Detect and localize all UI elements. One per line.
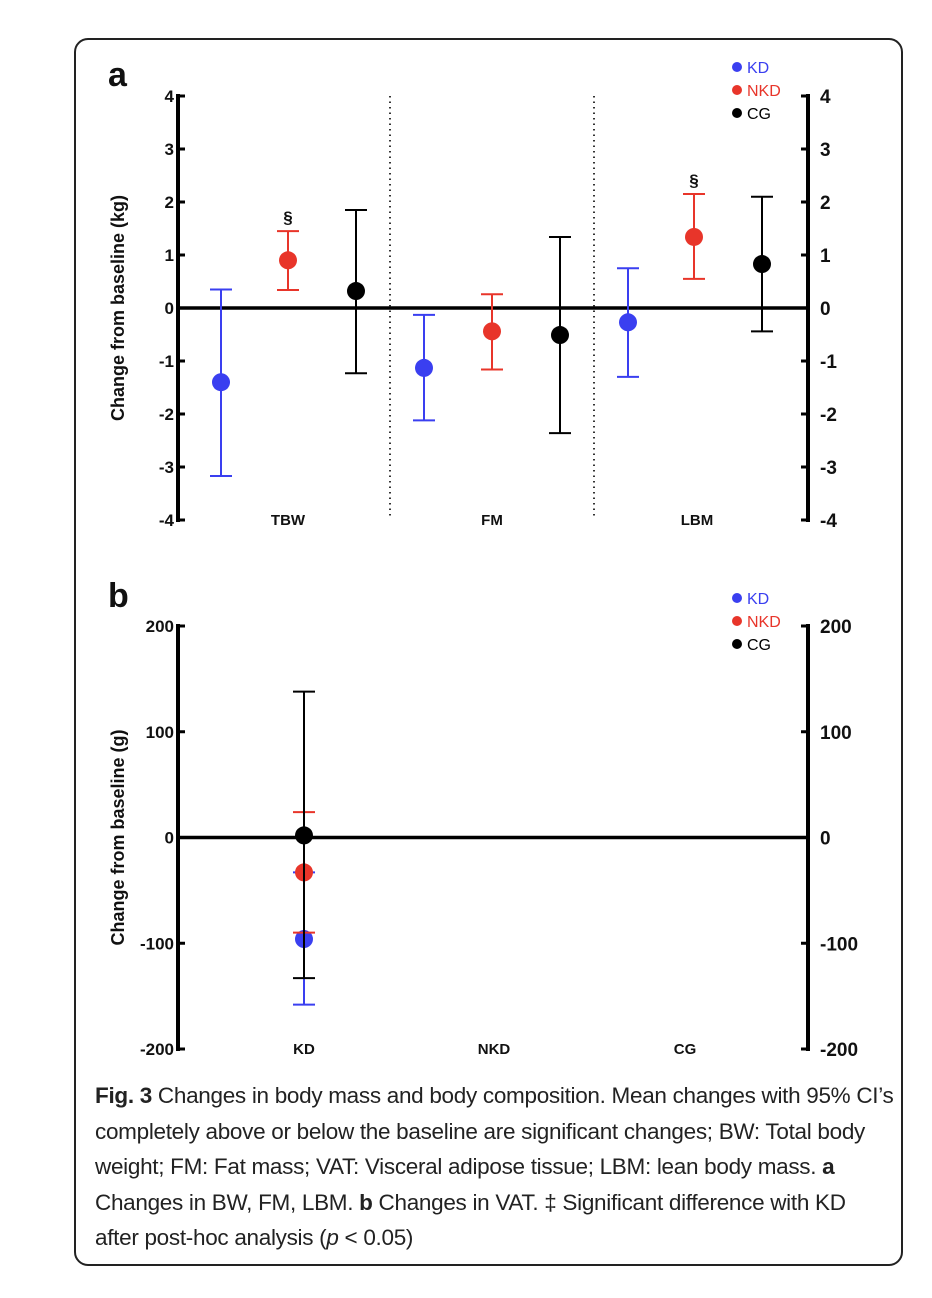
legend-marker-kd	[732, 593, 742, 603]
y-tick-label-right: 0	[820, 299, 831, 320]
panel-label: a	[108, 56, 128, 94]
caption-p: p	[326, 1225, 339, 1250]
category-label: TBW	[271, 512, 306, 529]
caption-text: Changes in BW, FM, LBM.	[95, 1189, 360, 1215]
mean-point-cg	[295, 826, 313, 845]
y-tick-label-right: 0	[820, 829, 831, 850]
mean-point-nkd	[685, 227, 703, 246]
category-label: KD	[293, 1041, 315, 1058]
y-tick-label-left: 100	[146, 723, 174, 742]
caption-panel-b-label: b	[359, 1189, 373, 1215]
caption-text: < 0.05)	[338, 1225, 414, 1250]
caption-panel-a-label: a	[822, 1154, 835, 1179]
y-tick-label-right: -200	[820, 1040, 858, 1061]
y-axis-title: Change from baseline (g)	[108, 729, 128, 945]
y-tick-label-left: 0	[165, 299, 174, 318]
y-tick-label-left: -4	[159, 511, 175, 530]
y-tick-label-right: 100	[820, 723, 852, 744]
category-label: LBM	[681, 512, 714, 529]
significance-marker: §	[689, 171, 698, 190]
mean-point-kd	[415, 358, 433, 377]
figure-caption: Fig. 3 Changes in body mass and body com…	[95, 1078, 895, 1256]
significance-marker: §	[283, 208, 292, 227]
legend-label-nkd: NKD	[747, 83, 781, 100]
y-tick-label-left: -3	[159, 458, 174, 477]
panel-label: b	[108, 577, 129, 615]
y-tick-label-left: 4	[165, 87, 175, 106]
mean-point-nkd	[279, 251, 297, 270]
category-label: NKD	[478, 1041, 511, 1058]
mean-point-nkd	[483, 322, 501, 341]
category-label: CG	[674, 1041, 697, 1058]
y-axis-title: Change from baseline (kg)	[108, 195, 128, 421]
legend-marker-cg	[732, 639, 742, 649]
y-tick-label-left: 1	[165, 246, 174, 265]
caption-text: Changes in body mass and body compositio…	[95, 1083, 894, 1179]
y-tick-label-right: 1	[820, 246, 831, 267]
y-tick-label-left: -1	[159, 352, 174, 371]
category-label: FM	[481, 512, 503, 529]
y-tick-label-left: -2	[159, 405, 174, 424]
y-tick-label-left: 3	[165, 140, 174, 159]
y-tick-label-right: -100	[820, 934, 858, 955]
y-tick-label-right: -2	[820, 405, 837, 426]
y-tick-label-right: 200	[820, 617, 852, 638]
y-tick-label-right: -4	[820, 511, 837, 532]
legend-marker-cg	[732, 108, 742, 118]
y-tick-label-right: -3	[820, 458, 837, 479]
legend-label-cg: CG	[747, 106, 771, 123]
figure-frame	[74, 38, 903, 1266]
y-tick-label-left: -200	[140, 1040, 174, 1059]
y-tick-label-right: -1	[820, 352, 837, 373]
mean-point-kd	[619, 313, 637, 332]
legend-label-nkd: NKD	[747, 614, 781, 631]
y-tick-label-left: 2	[165, 193, 174, 212]
legend-marker-nkd	[732, 616, 742, 626]
legend-marker-kd	[732, 62, 742, 72]
y-tick-label-right: 4	[820, 87, 831, 108]
mean-point-cg	[753, 255, 771, 274]
y-tick-label-left: 0	[165, 829, 174, 848]
legend-label-kd: KD	[747, 60, 769, 77]
y-tick-label-left: 200	[146, 617, 174, 636]
mean-point-kd	[212, 373, 230, 392]
caption-fig-label: Fig. 3	[95, 1083, 152, 1108]
y-tick-label-left: -100	[140, 934, 174, 953]
mean-point-cg	[347, 282, 365, 301]
y-tick-label-right: 2	[820, 193, 831, 214]
legend-marker-nkd	[732, 85, 742, 95]
mean-point-cg	[551, 326, 569, 345]
caption-text: Changes in VAT. ‡ Significant difference…	[95, 1189, 846, 1251]
legend-label-kd: KD	[747, 591, 769, 608]
y-tick-label-right: 3	[820, 140, 831, 161]
legend-label-cg: CG	[747, 637, 771, 654]
